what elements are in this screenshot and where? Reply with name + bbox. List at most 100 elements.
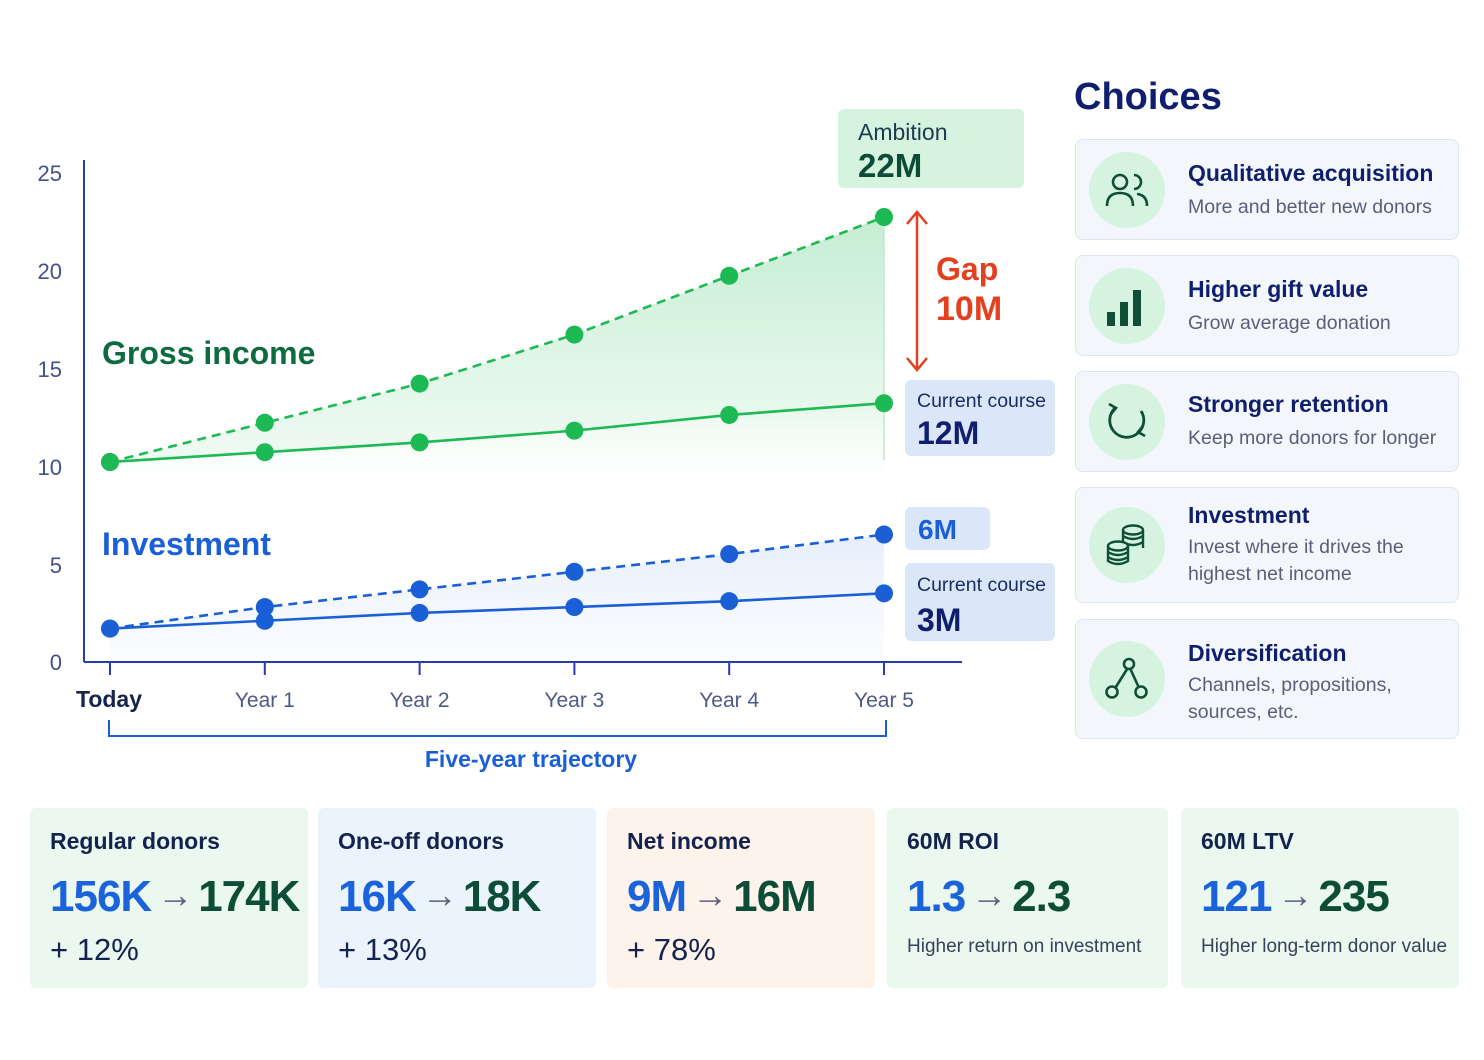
- kpi-from-value: 16K: [338, 872, 417, 921]
- ambition-label: Ambition: [858, 119, 947, 145]
- trajectory-bracket: [108, 720, 887, 737]
- arrow-right-icon: →: [157, 874, 193, 915]
- kpi-values: 156K → 174K: [50, 872, 300, 922]
- kpi-values: 16K → 18K: [338, 872, 541, 922]
- series-line-1: [109, 401, 885, 464]
- trajectory-chart: 0 5 10 15 20 25 Today Year 1 Year 2 Year 3 Year 4 Y…: [38, 109, 1055, 772]
- kpi-from-value: 9M: [627, 872, 687, 921]
- kpi-card-4: 60M ROI 1.3 → 2.3 Higher return on investmen…: [887, 808, 1168, 988]
- investment-current-course-value: 3M: [917, 602, 961, 638]
- choice-card-5[interactable]: Diversification Channels, propositions, s…: [1075, 619, 1459, 739]
- kpi-title: 60M LTV: [1201, 828, 1294, 854]
- series-line-2: [109, 533, 885, 630]
- x-tick-label: Year 4: [699, 689, 759, 712]
- choice-icon-circle: [1089, 383, 1165, 460]
- series-point-3-4: [720, 592, 739, 611]
- y-tick-label: 25: [38, 161, 62, 186]
- choices-title: Choices: [1074, 76, 1222, 118]
- chart-axes: 0 5 10 15 20 25 Today Year 1 Year 2 Year 3 Year 4 Y…: [38, 160, 962, 712]
- series-point-0-4: [720, 266, 739, 285]
- kpi-card-5: 60M LTV 121 → 235 Higher long-term donor val…: [1181, 808, 1459, 988]
- ambition-box: [838, 109, 1024, 188]
- choice-description: Channels, propositions, sources, etc.: [1188, 674, 1392, 723]
- investment-target-value: 6M: [918, 514, 957, 545]
- choice-card-3[interactable]: Stronger retention Keep more donors for l…: [1075, 371, 1459, 472]
- kpi-change: + 12%: [50, 932, 139, 967]
- arrow-right-icon: →: [971, 874, 1007, 915]
- users-icon: [1105, 173, 1149, 206]
- choice-description: More and better new donors: [1188, 196, 1432, 218]
- choice-icon-circle: [1089, 641, 1165, 717]
- series-point-3-0: [101, 619, 119, 638]
- x-tick-label: Year 2: [390, 689, 450, 712]
- choice-title: Stronger retention: [1188, 391, 1389, 417]
- y-tick-label: 15: [38, 357, 62, 382]
- series-point-0-5: [875, 208, 893, 226]
- kpi-from-value: 1.3: [907, 872, 966, 921]
- coins-icon: [1106, 524, 1145, 566]
- bar-chart-icon: [1107, 289, 1141, 326]
- series-point-2-2: [410, 580, 429, 599]
- kpi-title: Regular donors: [50, 828, 220, 854]
- series-point-1-3: [565, 421, 584, 440]
- kpi-change: + 13%: [338, 932, 427, 967]
- series-point-2-1: [255, 598, 274, 617]
- choice-icon-circle: [1089, 267, 1165, 344]
- kpi-title: Net income: [627, 828, 751, 854]
- series-point-3-2: [410, 603, 429, 622]
- kpi-values: 9M → 16M: [627, 872, 817, 922]
- kpi-card-3: Net income 9M → 16M + 78%: [607, 808, 875, 988]
- series-line-3: [109, 592, 885, 630]
- choice-card-1[interactable]: Qualitative acquisition More and better n…: [1075, 139, 1459, 240]
- kpi-to-value: 174K: [198, 872, 300, 921]
- choice-icon-circle: [1089, 151, 1165, 228]
- series-point-0-1: [255, 413, 274, 432]
- series-point-2-3: [565, 562, 584, 581]
- kpi-values: 121 → 235: [1201, 872, 1390, 922]
- cycle-icon: [1108, 402, 1146, 439]
- gross-current-course-value: 12M: [917, 415, 979, 451]
- arrow-right-icon: →: [1277, 874, 1313, 915]
- choice-card-2[interactable]: Higher gift value Grow average donation: [1075, 255, 1459, 356]
- series-point-3-1: [255, 611, 274, 630]
- network-icon: [1105, 657, 1148, 699]
- kpi-values: 1.3 → 2.3: [907, 872, 1071, 922]
- kpi-change: + 78%: [627, 932, 716, 967]
- kpi-card-1: Regular donors 156K → 174K + 12%: [30, 808, 308, 988]
- gross-gap-fill: [110, 217, 884, 462]
- kpi-to-value: 235: [1318, 872, 1389, 921]
- series-point-2-5: [875, 525, 893, 544]
- choice-title: Diversification: [1188, 640, 1347, 666]
- choice-title: Higher gift value: [1188, 276, 1369, 302]
- series-point-1-0: [101, 453, 119, 471]
- series-point-1-1: [255, 443, 274, 462]
- choice-description: Invest where it drives the highest net i…: [1188, 536, 1404, 585]
- series-point-1-5: [875, 394, 893, 413]
- choice-title: Qualitative acquisition: [1188, 160, 1434, 186]
- choice-card-4[interactable]: Investment Invest where it drives the hig…: [1075, 487, 1459, 603]
- x-tick-label: Year 5: [854, 689, 914, 712]
- arrow-right-icon: →: [692, 874, 728, 915]
- kpi-note: Higher long-term donor value: [1201, 936, 1448, 957]
- choice-icon-circle: [1089, 507, 1165, 583]
- kpi-card-2: One-off donors 16K → 18K + 13%: [318, 808, 596, 988]
- series-point-1-4: [720, 405, 739, 424]
- investment-fill: [110, 534, 884, 658]
- gross-base-fill: [110, 403, 884, 502]
- choice-description: Grow average donation: [1188, 312, 1391, 334]
- y-tick-label: 20: [38, 259, 62, 284]
- kpi-to-value: 2.3: [1012, 872, 1071, 921]
- kpi-note: Higher return on investment: [907, 936, 1142, 957]
- kpi-title: One-off donors: [338, 828, 505, 854]
- x-tick-label: Today: [76, 686, 142, 712]
- gross-current-course-label: Current course: [917, 390, 1046, 412]
- series-point-3-3: [565, 598, 584, 617]
- investment-current-course-label: Current course: [917, 574, 1046, 596]
- choice-description: Keep more donors for longer: [1188, 427, 1437, 449]
- gap-arrow: [906, 210, 928, 372]
- arrow-right-icon: →: [421, 874, 458, 915]
- gross-current-course-box: [905, 380, 1055, 456]
- y-tick-label: 5: [50, 553, 62, 578]
- gap-label: Gap: [936, 251, 998, 287]
- series-point-3-5: [875, 584, 893, 603]
